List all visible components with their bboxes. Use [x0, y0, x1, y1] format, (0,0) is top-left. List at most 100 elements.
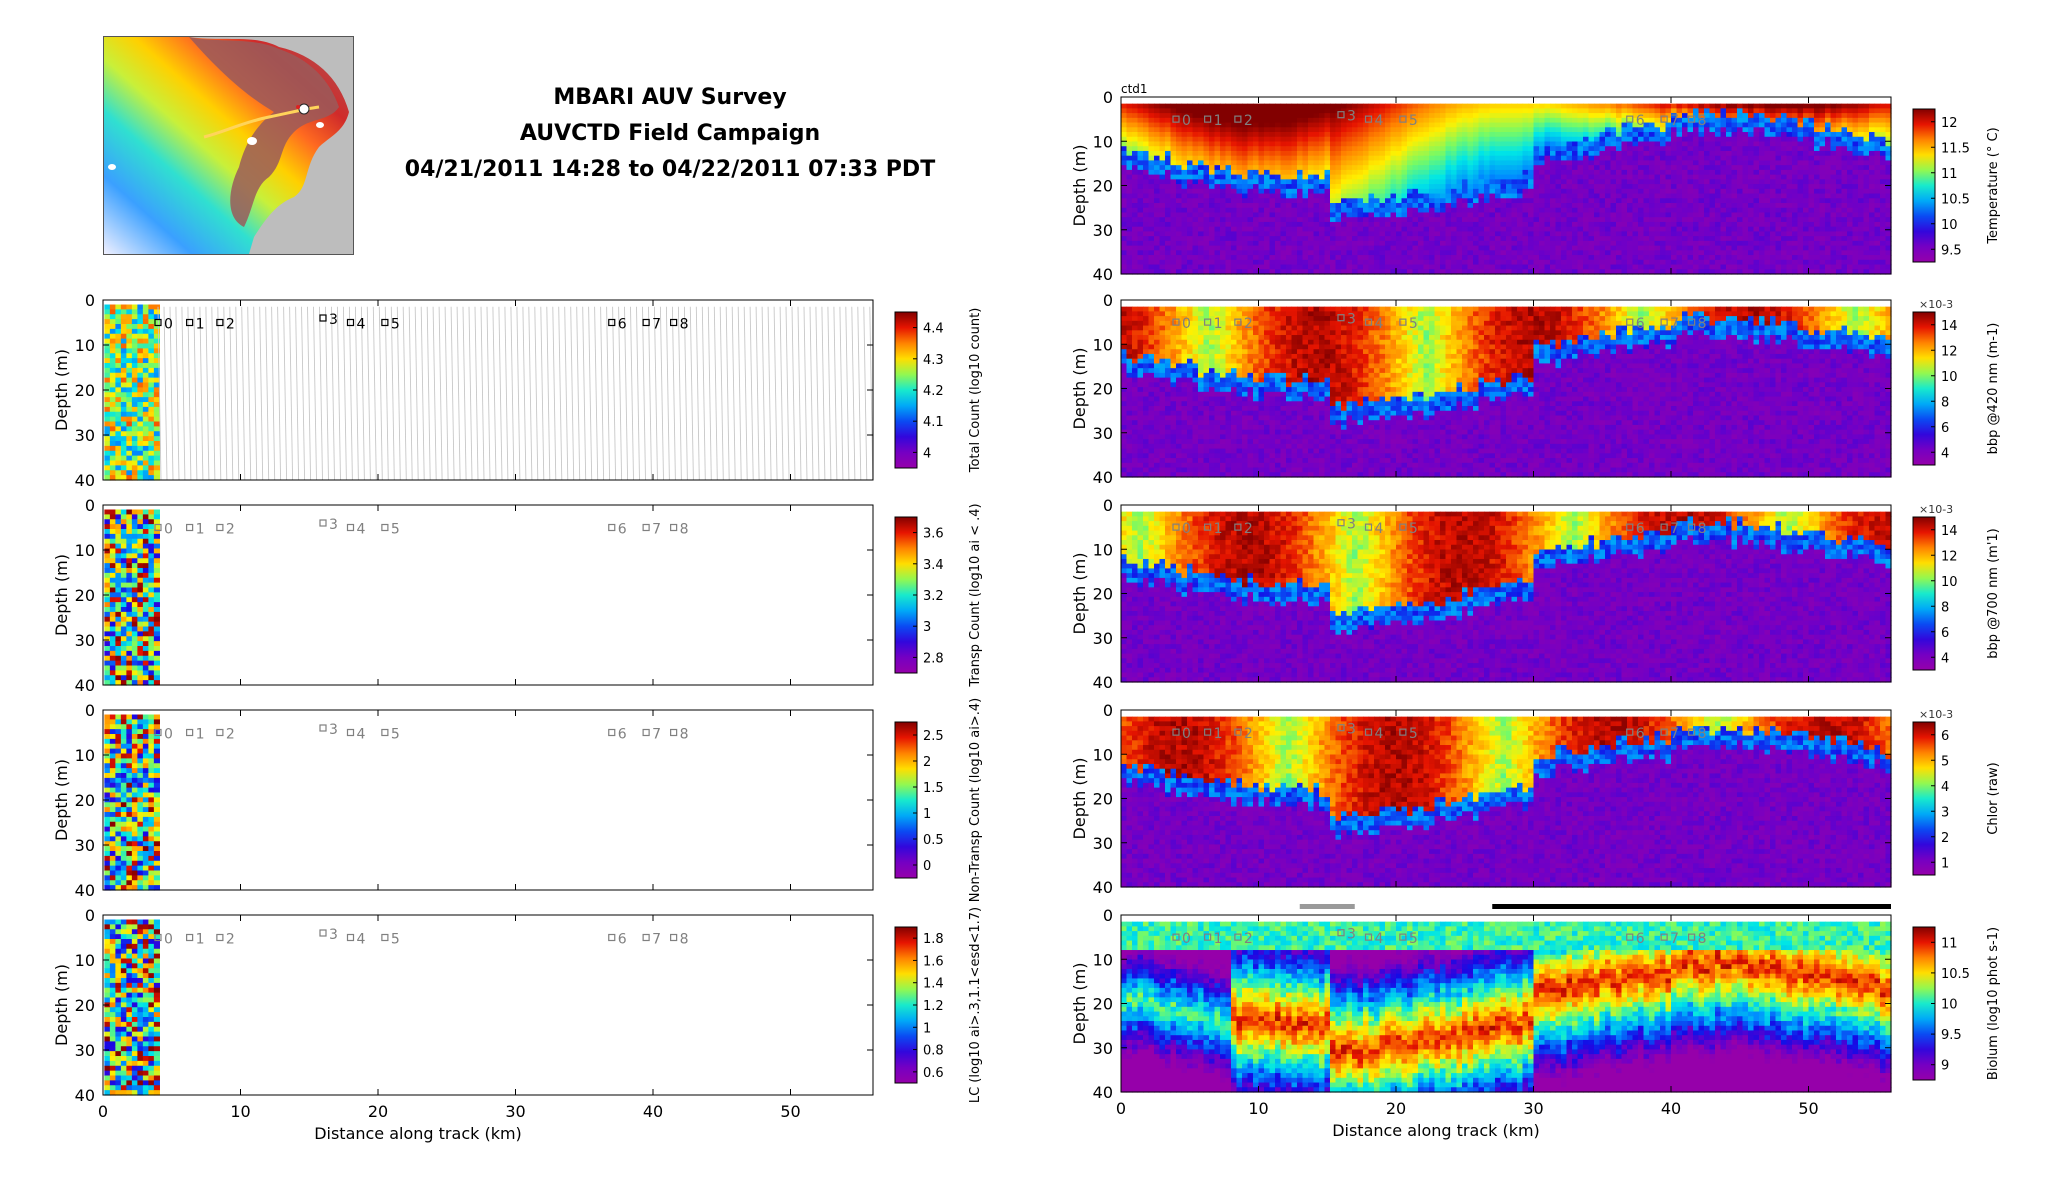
heatmap-cell [1352, 236, 1359, 242]
heatmap-cell [1473, 255, 1480, 261]
heatmap-cell [1500, 240, 1507, 247]
heatmap-cell [1269, 184, 1276, 190]
heatmap-cell [1302, 188, 1309, 195]
heatmap-cell [1594, 198, 1601, 204]
heatmap-cell [1231, 117, 1238, 124]
heatmap-cell [1225, 217, 1232, 223]
heatmap-cell [1181, 113, 1188, 119]
heatmap-cell [153, 402, 160, 408]
heatmap-cell [1407, 117, 1414, 124]
heatmap-cell [1126, 269, 1133, 275]
heatmap-cell [142, 353, 149, 359]
heatmap-cell [153, 943, 160, 950]
heatmap-cell [1555, 236, 1562, 242]
heatmap-cell [1214, 127, 1221, 133]
heatmap-cell [1209, 127, 1216, 133]
heatmap-cell [115, 367, 122, 374]
heatmap-cell [1324, 184, 1331, 190]
track-line [223, 306, 228, 481]
heatmap-cell [1335, 221, 1342, 228]
heatmap-cell [1357, 188, 1364, 195]
heatmap-cell [1368, 127, 1375, 133]
heatmap-cell [1522, 179, 1529, 185]
heatmap-cell [1489, 236, 1496, 242]
heatmap-cell [1187, 174, 1194, 180]
heatmap-cell [148, 948, 155, 955]
heatmap-cell [1522, 250, 1529, 256]
heatmap-cell [1214, 198, 1221, 204]
heatmap-cell [1275, 141, 1282, 147]
heatmap-cell [1506, 269, 1513, 275]
heatmap-cell [115, 328, 122, 335]
heatmap-cell [148, 592, 155, 598]
heatmap-cell [1374, 136, 1381, 143]
heatmap-cell [1297, 188, 1304, 195]
heatmap-cell [1588, 141, 1595, 147]
heatmap-cell [109, 582, 116, 589]
heatmap-cell [1137, 108, 1144, 114]
heatmap-cell [126, 880, 133, 886]
heatmap-cell [1500, 193, 1507, 199]
heatmap-cell [1170, 127, 1177, 133]
heatmap-cell [104, 611, 111, 618]
heatmap-cell [1506, 226, 1513, 233]
heatmap-cell [1286, 259, 1293, 266]
heatmap-cell [1456, 103, 1463, 109]
heatmap-cell [126, 602, 133, 608]
heatmap-cell [115, 655, 122, 662]
heatmap-cell [1236, 207, 1243, 214]
heatmap-cell [1588, 240, 1595, 247]
heatmap-cell [1181, 155, 1188, 162]
heatmap-cell [1319, 127, 1326, 133]
heatmap-cell [1522, 217, 1529, 223]
station-label: 6 [618, 522, 627, 538]
heatmap-cell [1324, 217, 1331, 223]
heatmap-cell [120, 758, 127, 764]
heatmap-cell [1511, 150, 1518, 157]
heatmap-cell [109, 841, 116, 847]
heatmap-cell [1214, 221, 1221, 228]
heatmap-cell [1445, 221, 1452, 228]
heatmap-cell [1308, 226, 1315, 233]
heatmap-cell [1187, 169, 1194, 176]
heatmap-cell [1313, 117, 1320, 124]
heatmap-cell [1170, 226, 1177, 233]
y-tick-label: 40 [75, 1086, 95, 1105]
heatmap-cell [120, 441, 127, 447]
heatmap-cell [120, 1046, 127, 1052]
heatmap-cell [1412, 217, 1419, 223]
heatmap-cell [1198, 150, 1205, 157]
heatmap-cell [1121, 207, 1128, 214]
heatmap-cell [1308, 193, 1315, 199]
heatmap-cell [1566, 136, 1573, 143]
heatmap-cell [1297, 132, 1304, 138]
heatmap-cell [109, 1002, 116, 1008]
station-marker [319, 519, 327, 527]
heatmap-cell [1374, 245, 1381, 251]
heatmap-cell [115, 924, 122, 930]
heatmap-cell [1434, 236, 1441, 242]
heatmap-cell [1209, 132, 1216, 138]
heatmap-cell [1511, 259, 1518, 266]
heatmap-cell [1286, 207, 1293, 214]
heatmap-cell [1555, 155, 1562, 162]
heatmap-cell [1132, 188, 1139, 195]
heatmap-cell [1566, 179, 1573, 185]
heatmap-cell [1198, 193, 1205, 199]
heatmap-cell [153, 538, 160, 545]
heatmap-cell [1363, 259, 1370, 266]
heatmap-cell [1363, 132, 1370, 138]
heatmap-cell [148, 319, 155, 325]
heatmap-cell [1445, 108, 1452, 114]
heatmap-cell [1511, 108, 1518, 114]
heatmap-cell [1258, 184, 1265, 190]
heatmap-cell [1473, 217, 1480, 223]
track-line [193, 306, 198, 481]
heatmap-cell [148, 846, 155, 852]
heatmap-cell [148, 646, 155, 652]
track-lines [157, 306, 874, 481]
heatmap-cell [1242, 113, 1249, 119]
heatmap-cell [142, 636, 149, 642]
